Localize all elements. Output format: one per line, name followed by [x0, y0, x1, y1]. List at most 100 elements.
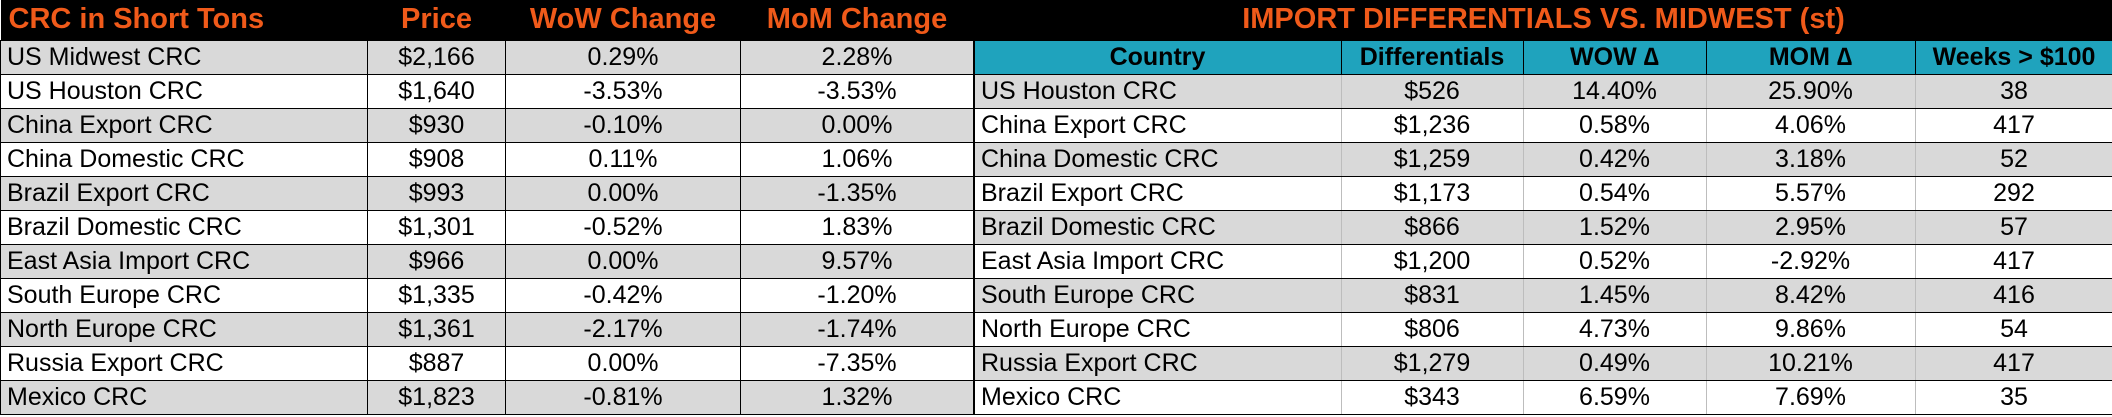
mom-delta-cell: 8.42% — [1705, 277, 1916, 313]
table-row: China Domestic CRC $908 0.11% 1.06% — [0, 141, 974, 177]
country-cell: South Europe CRC — [973, 277, 1342, 313]
wow-change-cell: -2.17% — [505, 311, 741, 347]
table-row: Brazil Export CRC $993 0.00% -1.35% — [0, 175, 974, 211]
wow-delta-cell: 1.52% — [1522, 209, 1707, 245]
wow-delta-cell: 0.58% — [1522, 107, 1707, 143]
mom-change-cell: 0.00% — [740, 107, 974, 143]
differential-cell: $866 — [1340, 209, 1524, 245]
price-cell: $887 — [367, 345, 506, 381]
price-cell: $908 — [367, 141, 506, 177]
table-row: North Europe CRC $1,361 -2.17% -1.74% — [0, 311, 974, 347]
import-differentials-table: IMPORT DIFFERENTIALS VS. MIDWEST (st) Co… — [973, 0, 2112, 415]
mom-change-cell: 2.28% — [740, 39, 974, 75]
mom-delta-cell: -2.92% — [1705, 243, 1916, 279]
differential-cell: $526 — [1340, 73, 1524, 109]
price-cell: $1,640 — [367, 73, 506, 109]
product-name-cell: US Houston CRC — [0, 73, 368, 109]
table-row: North Europe CRC $806 4.73% 9.86% 54 — [973, 311, 2112, 347]
product-name-cell: North Europe CRC — [0, 311, 368, 347]
price-cell: $930 — [367, 107, 506, 143]
prices-header-mom: MoM Change — [740, 0, 974, 40]
mom-delta-cell: 3.18% — [1705, 141, 1916, 177]
product-name-cell: Mexico CRC — [0, 379, 368, 415]
table-row: Russia Export CRC $887 0.00% -7.35% — [0, 345, 974, 381]
country-cell: Mexico CRC — [973, 379, 1342, 415]
wow-change-cell: 0.00% — [505, 175, 741, 211]
country-cell: North Europe CRC — [973, 311, 1342, 347]
differential-cell: $1,200 — [1340, 243, 1524, 279]
price-cell: $1,823 — [367, 379, 506, 415]
crc-prices-table: CRC in Short Tons Price WoW Change MoM C… — [0, 0, 974, 415]
weeks-over-100-cell: 52 — [1914, 141, 2112, 177]
table-row: China Export CRC $930 -0.10% 0.00% — [0, 107, 974, 143]
weeks-over-100-cell: 417 — [1914, 107, 2112, 143]
wow-change-cell: -3.53% — [505, 73, 741, 109]
product-name-cell: China Domestic CRC — [0, 141, 368, 177]
product-name-cell: Brazil Export CRC — [0, 175, 368, 211]
table-row: Russia Export CRC $1,279 0.49% 10.21% 417 — [973, 345, 2112, 381]
mom-delta-cell: 4.06% — [1705, 107, 1916, 143]
country-cell: Brazil Export CRC — [973, 175, 1342, 211]
differential-cell: $1,173 — [1340, 175, 1524, 211]
product-name-cell: South Europe CRC — [0, 277, 368, 313]
weeks-over-100-cell: 417 — [1914, 345, 2112, 381]
wow-delta-cell: 0.52% — [1522, 243, 1707, 279]
product-name-cell: Russia Export CRC — [0, 345, 368, 381]
price-cell: $1,301 — [367, 209, 506, 245]
mom-delta-cell: 2.95% — [1705, 209, 1916, 245]
table-row: US Houston CRC $526 14.40% 25.90% 38 — [973, 73, 2112, 109]
product-name-cell: China Export CRC — [0, 107, 368, 143]
country-cell: Brazil Domestic CRC — [973, 209, 1342, 245]
table-row: China Domestic CRC $1,259 0.42% 3.18% 52 — [973, 141, 2112, 177]
table-row: South Europe CRC $831 1.45% 8.42% 416 — [973, 277, 2112, 313]
mom-change-cell: -7.35% — [740, 345, 974, 381]
differentials-title: IMPORT DIFFERENTIALS VS. MIDWEST (st) — [974, 0, 2112, 40]
mom-change-cell: -1.74% — [740, 311, 974, 347]
diff-header-differentials: Differentials — [1340, 39, 1524, 75]
country-cell: Russia Export CRC — [973, 345, 1342, 381]
country-cell: US Houston CRC — [973, 73, 1342, 109]
differential-cell: $1,259 — [1340, 141, 1524, 177]
country-cell: China Export CRC — [973, 107, 1342, 143]
table-row: Mexico CRC $343 6.59% 7.69% 35 — [973, 379, 2112, 415]
diff-header-mom: MOM ∆ — [1705, 39, 1916, 75]
product-name-cell: US Midwest CRC — [0, 39, 368, 75]
wow-change-cell: 0.11% — [505, 141, 741, 177]
table-row: US Houston CRC $1,640 -3.53% -3.53% — [0, 73, 974, 109]
differentials-title-row: IMPORT DIFFERENTIALS VS. MIDWEST (st) — [974, 0, 2112, 40]
wow-change-cell: -0.52% — [505, 209, 741, 245]
wow-delta-cell: 0.42% — [1522, 141, 1707, 177]
price-cell: $993 — [367, 175, 506, 211]
differential-cell: $806 — [1340, 311, 1524, 347]
table-row: Brazil Domestic CRC $866 1.52% 2.95% 57 — [973, 209, 2112, 245]
mom-delta-cell: 25.90% — [1705, 73, 1916, 109]
table-row: South Europe CRC $1,335 -0.42% -1.20% — [0, 277, 974, 313]
price-cell: $1,361 — [367, 311, 506, 347]
country-cell: China Domestic CRC — [973, 141, 1342, 177]
differentials-table-body: US Houston CRC $526 14.40% 25.90% 38 China Ex… — [973, 73, 2112, 415]
table-row: Brazil Domestic CRC $1,301 -0.52% 1.83% — [0, 209, 974, 245]
wow-delta-cell: 6.59% — [1522, 379, 1707, 415]
mom-change-cell: 1.32% — [740, 379, 974, 415]
differential-cell: $1,279 — [1340, 345, 1524, 381]
differential-cell: $1,236 — [1340, 107, 1524, 143]
table-row: Mexico CRC $1,823 -0.81% 1.32% — [0, 379, 974, 415]
wow-delta-cell: 1.45% — [1522, 277, 1707, 313]
price-cell: $966 — [367, 243, 506, 279]
wow-delta-cell: 14.40% — [1522, 73, 1707, 109]
price-cell: $2,166 — [367, 39, 506, 75]
diff-header-weeks: Weeks > $100 — [1914, 39, 2112, 75]
mom-change-cell: -3.53% — [740, 73, 974, 109]
price-cell: $1,335 — [367, 277, 506, 313]
mom-change-cell: 1.06% — [740, 141, 974, 177]
mom-change-cell: -1.35% — [740, 175, 974, 211]
weeks-over-100-cell: 54 — [1914, 311, 2112, 347]
differential-cell: $343 — [1340, 379, 1524, 415]
prices-header-wow: WoW Change — [505, 0, 741, 40]
wow-change-cell: -0.10% — [505, 107, 741, 143]
mom-delta-cell: 10.21% — [1705, 345, 1916, 381]
product-name-cell: Brazil Domestic CRC — [0, 209, 368, 245]
weeks-over-100-cell: 57 — [1914, 209, 2112, 245]
weeks-over-100-cell: 416 — [1914, 277, 2112, 313]
prices-table-body: US Midwest CRC $2,166 0.29% 2.28% US Houston… — [0, 39, 974, 415]
